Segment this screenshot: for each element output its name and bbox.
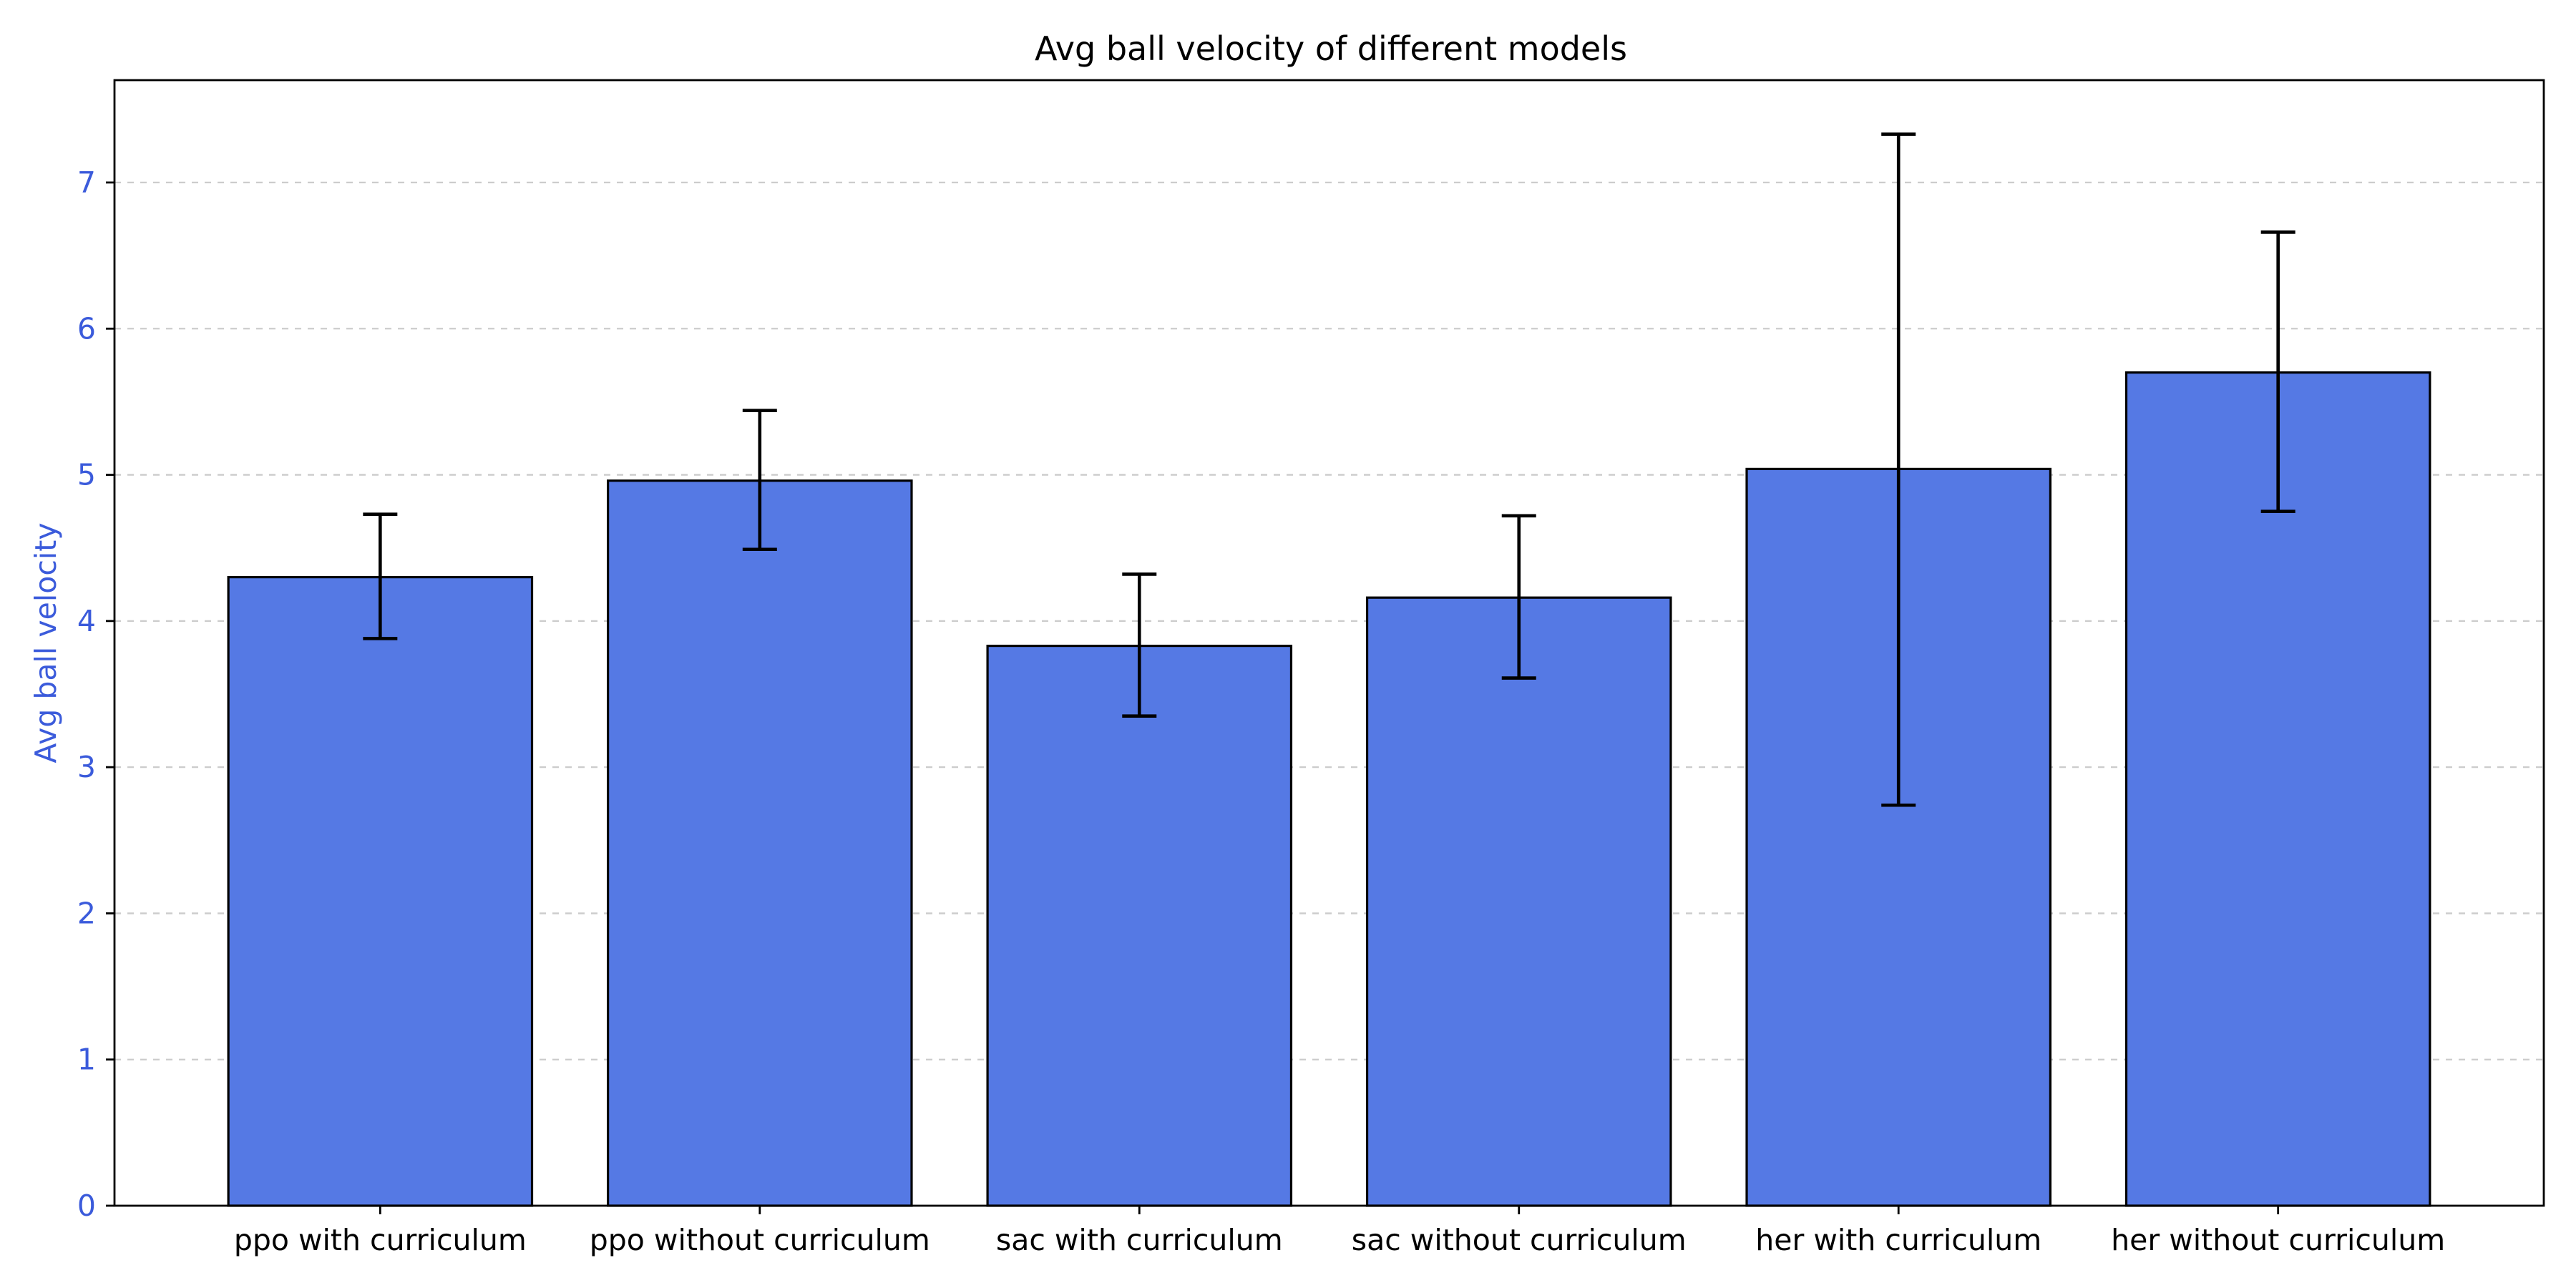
bar-sac-without-curriculum bbox=[1365, 596, 1672, 1207]
error-bar-sac-without-curriculum bbox=[1501, 514, 1536, 680]
bar-sac-with-curriculum bbox=[986, 644, 1293, 1207]
plot-frame bbox=[113, 79, 2545, 1207]
y-tick-label: 7 bbox=[77, 165, 96, 200]
y-tick-label: 6 bbox=[77, 311, 96, 346]
y-axis-label: Avg ball velocity bbox=[29, 522, 63, 763]
error-bar-ppo-with-curriculum bbox=[363, 512, 398, 640]
y-tick-label: 1 bbox=[77, 1043, 96, 1077]
bar-ppo-without-curriculum bbox=[607, 479, 913, 1207]
x-tick-label: ppo without curriculum bbox=[590, 1223, 930, 1257]
y-axis-ticks: 0 1 2 3 4 5 6 7 bbox=[77, 165, 114, 1223]
x-tick-label: her with curriculum bbox=[1755, 1223, 2041, 1257]
chart-title: Avg ball velocity of different models bbox=[1035, 29, 1627, 68]
y-tick-label: 5 bbox=[77, 458, 96, 492]
x-axis-ticks: ppo with curriculum ppo without curriculu… bbox=[234, 1206, 2445, 1257]
error-bar-her-without-curriculum bbox=[2260, 230, 2296, 513]
x-tick-label: sac with curriculum bbox=[996, 1223, 1283, 1257]
bar-ppo-with-curriculum bbox=[227, 575, 534, 1207]
error-bars bbox=[363, 132, 2296, 807]
error-bar-ppo-without-curriculum bbox=[742, 409, 777, 552]
y-tick-label: 2 bbox=[77, 896, 96, 930]
x-tick-label: sac without curriculum bbox=[1352, 1223, 1687, 1257]
y-tick-label: 3 bbox=[77, 750, 96, 784]
y-tick-label: 0 bbox=[77, 1189, 96, 1223]
x-tick-label: her without curriculum bbox=[2111, 1223, 2445, 1257]
error-bar-sac-with-curriculum bbox=[1122, 572, 1157, 718]
error-bar-her-with-curriculum bbox=[1881, 132, 1916, 807]
x-tick-label: ppo with curriculum bbox=[234, 1223, 527, 1257]
y-tick-label: 4 bbox=[77, 604, 96, 638]
